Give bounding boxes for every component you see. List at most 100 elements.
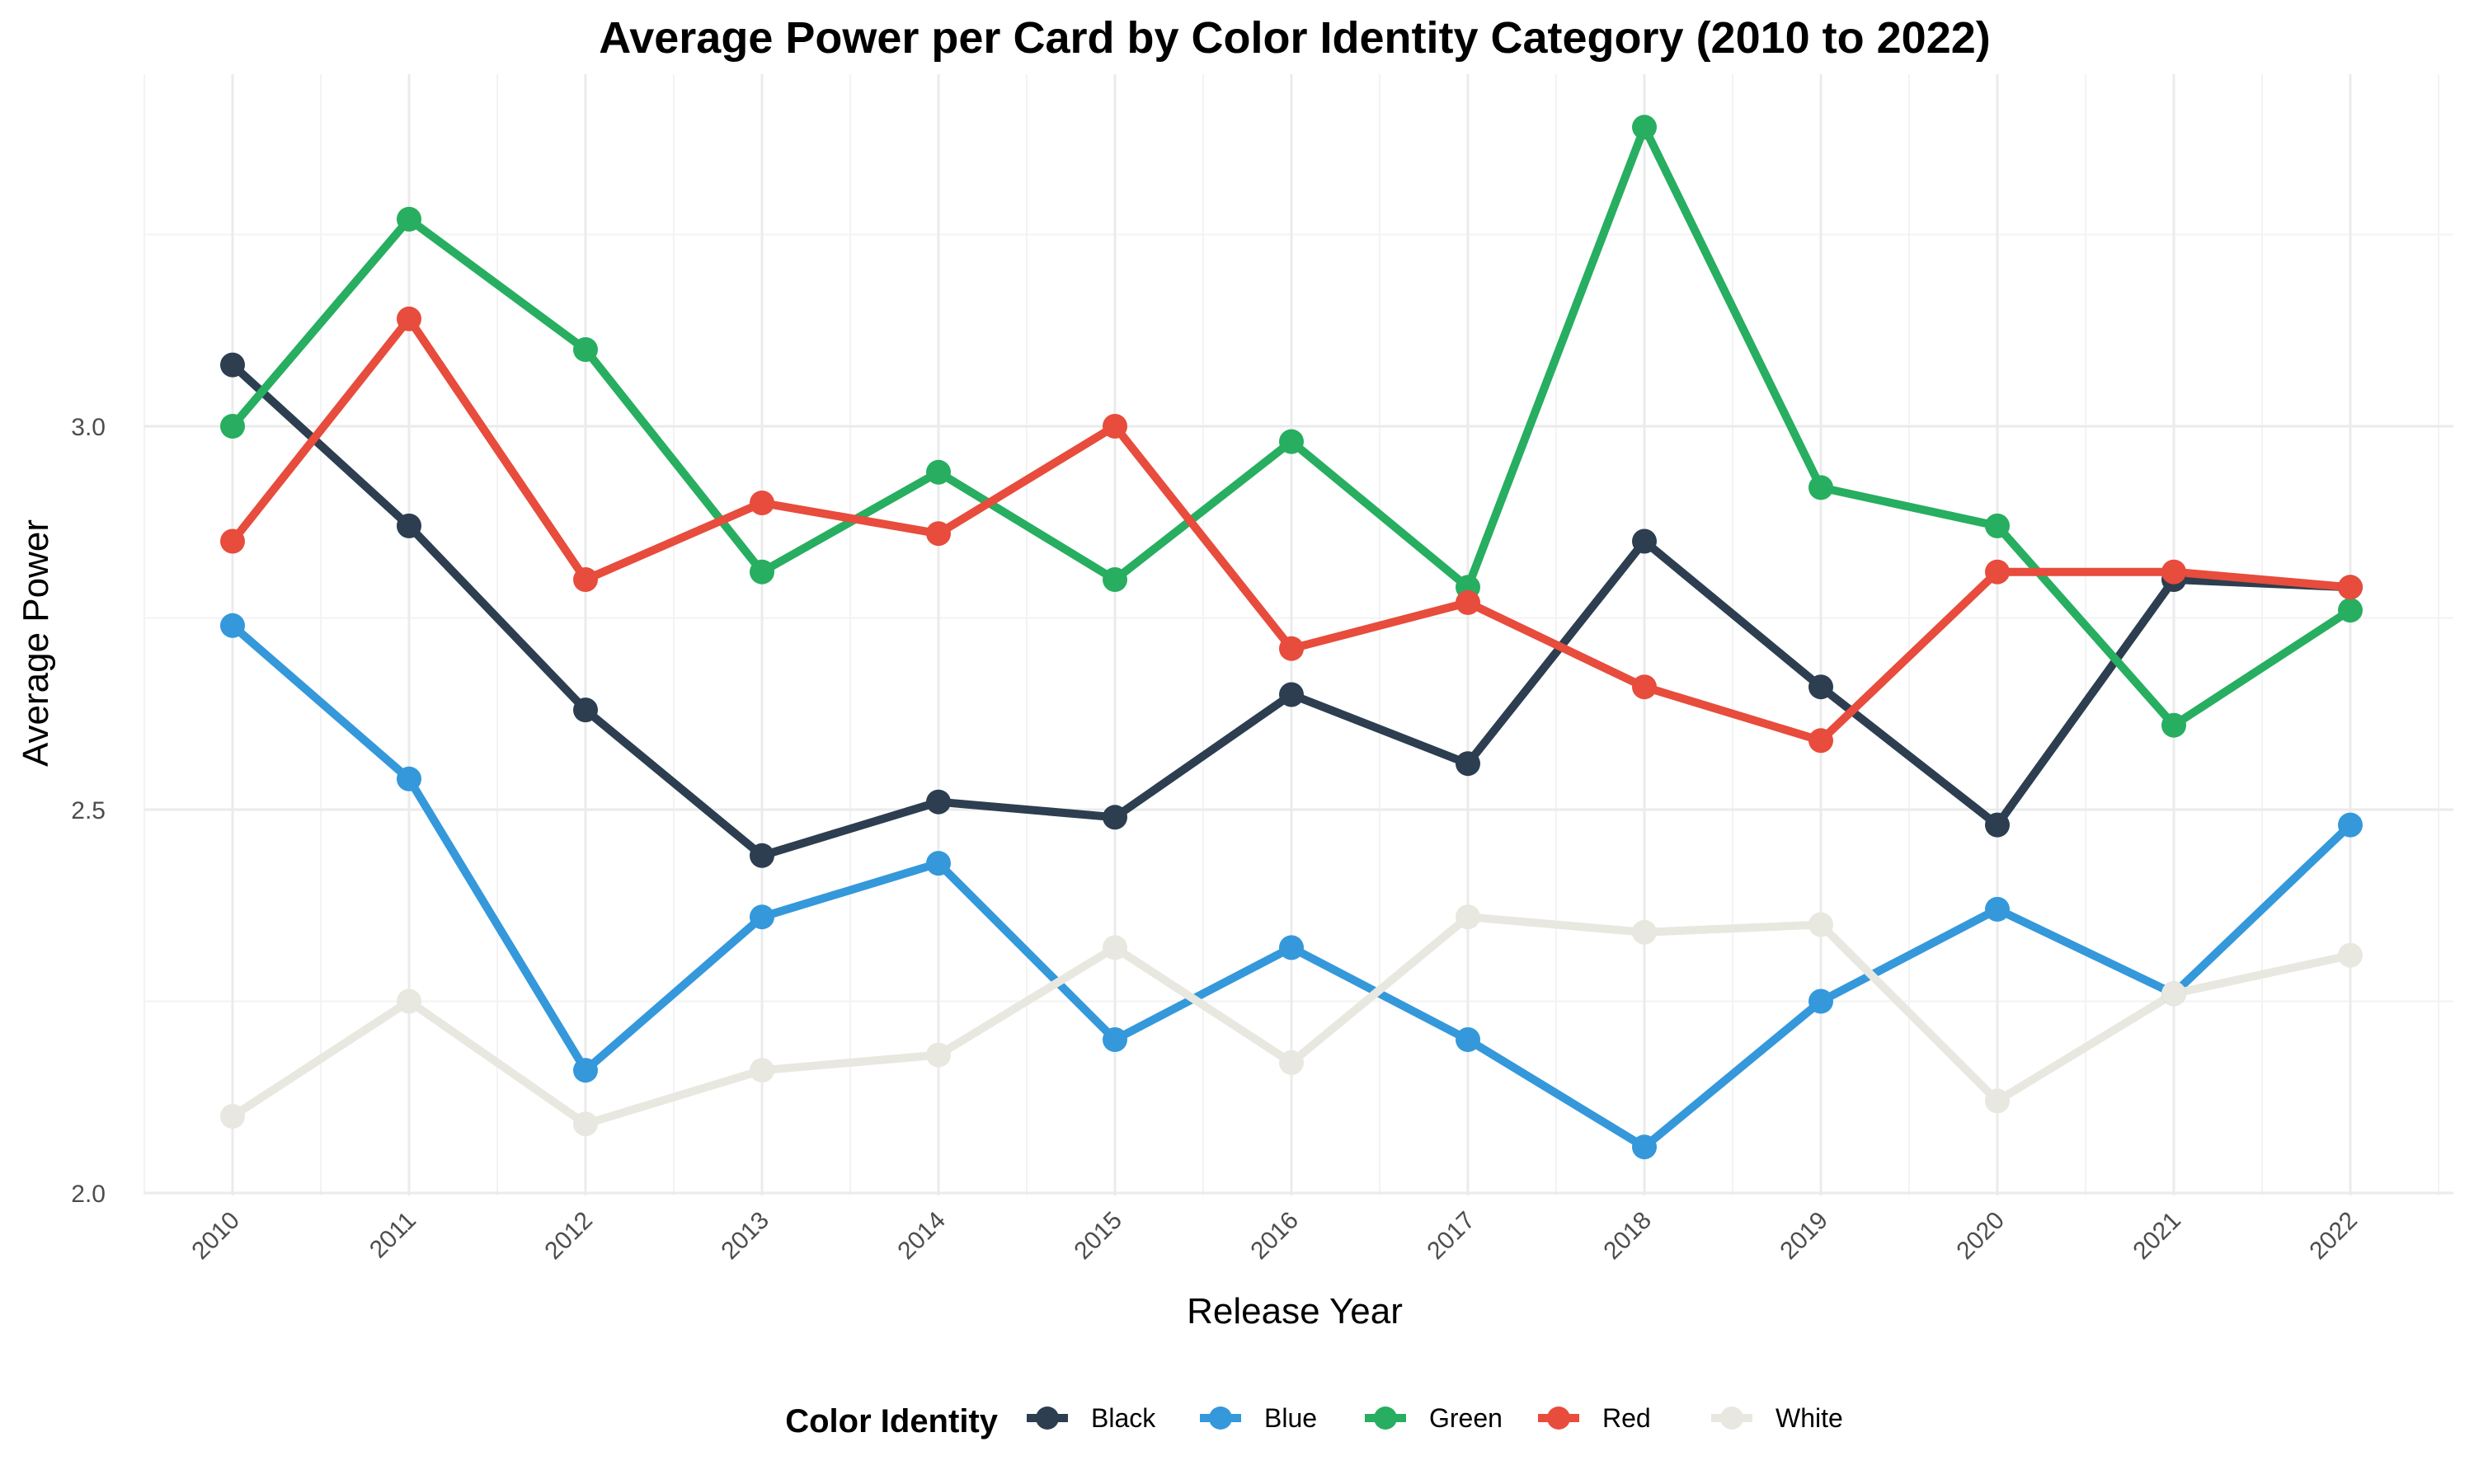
data-point-blue <box>1985 896 2010 922</box>
data-point-green <box>573 337 598 362</box>
data-point-white <box>1985 1088 2010 1114</box>
data-point-white <box>1632 919 1657 945</box>
data-point-green <box>1103 567 1127 592</box>
data-point-white <box>2161 981 2186 1007</box>
legend-title: Color Identity <box>785 1403 999 1439</box>
legend-key-marker-green <box>1374 1407 1397 1430</box>
data-point-white <box>750 1058 774 1083</box>
data-point-white <box>573 1111 598 1137</box>
data-point-black <box>750 843 774 868</box>
data-point-black <box>1456 751 1480 777</box>
data-point-black <box>1103 805 1127 830</box>
data-point-blue <box>1632 1134 1657 1160</box>
data-point-white <box>1279 1050 1304 1075</box>
data-point-green <box>750 559 774 585</box>
x-tick-labels: 2010 2011 2012 2013 2014 2015 2016 2017 2018 2019… <box>186 1207 2363 1266</box>
x-tick-label: 2014 <box>892 1207 951 1266</box>
data-point-black <box>573 697 598 723</box>
data-point-black <box>1632 528 1657 554</box>
legend: Color Identity Black Blue Green Red White <box>785 1403 1843 1439</box>
data-point-red <box>573 567 598 592</box>
data-point-red <box>1456 589 1480 615</box>
data-point-blue <box>750 904 774 930</box>
data-point-green <box>926 459 951 485</box>
grid-layer <box>143 74 2453 1195</box>
data-point-black <box>1279 682 1304 707</box>
legend-item-blue: Blue <box>1200 1403 1317 1433</box>
data-point-white <box>2338 942 2363 968</box>
data-point-green <box>1279 429 1304 454</box>
data-point-red <box>1103 414 1127 439</box>
data-point-blue <box>1279 935 1304 960</box>
data-point-green <box>1808 475 1833 500</box>
legend-label-red: Red <box>1602 1403 1651 1433</box>
data-point-black <box>1985 812 2010 838</box>
data-point-green <box>2338 598 2363 623</box>
legend-label-green: Green <box>1429 1403 1503 1433</box>
x-tick-label: 2015 <box>1069 1207 1127 1266</box>
data-point-green <box>2161 712 2186 738</box>
legend-items: Black Blue Green Red White <box>1027 1403 1843 1433</box>
x-tick-label: 2019 <box>1775 1207 1833 1266</box>
x-tick-label: 2011 <box>365 1207 421 1264</box>
data-point-red <box>1279 636 1304 661</box>
data-point-blue <box>2338 812 2363 838</box>
y-tick-label: 2.0 <box>71 1181 106 1208</box>
legend-label-black: Black <box>1091 1403 1156 1433</box>
data-point-white <box>926 1042 951 1068</box>
data-point-green <box>220 414 245 439</box>
data-point-red <box>1632 674 1657 700</box>
data-point-black <box>397 513 421 538</box>
y-tick-label: 2.5 <box>71 797 106 824</box>
legend-key-marker-red <box>1547 1407 1570 1430</box>
legend-item-black: Black <box>1027 1403 1156 1433</box>
legend-item-white: White <box>1711 1403 1843 1433</box>
data-point-blue <box>1808 989 1833 1014</box>
data-point-green <box>1985 513 2010 538</box>
x-tick-label: 2018 <box>1598 1207 1657 1266</box>
x-tick-label: 2012 <box>539 1207 598 1266</box>
legend-label-blue: Blue <box>1264 1403 1317 1433</box>
y-tick-label: 3.0 <box>71 414 106 441</box>
data-point-red <box>2161 559 2186 585</box>
x-tick-label: 2017 <box>1422 1207 1480 1266</box>
data-point-white <box>220 1104 245 1129</box>
data-point-white <box>397 989 421 1014</box>
y-tick-labels: 2.0 2.5 3.0 <box>71 414 106 1208</box>
data-point-blue <box>573 1058 598 1083</box>
data-point-red <box>397 306 421 331</box>
data-point-blue <box>220 613 245 638</box>
data-point-green <box>397 206 421 232</box>
data-point-red <box>220 528 245 554</box>
x-tick-label: 2022 <box>2304 1207 2363 1266</box>
data-point-black <box>926 789 951 815</box>
data-point-red <box>926 521 951 547</box>
data-point-blue <box>1456 1027 1480 1052</box>
data-point-white <box>1456 904 1480 930</box>
chart-title: Average Power per Card by Color Identity… <box>599 13 1991 63</box>
x-tick-label: 2016 <box>1245 1207 1304 1266</box>
data-point-black <box>1808 674 1833 700</box>
data-point-white <box>1808 912 1833 937</box>
data-point-white <box>1103 935 1127 960</box>
x-tick-label: 2020 <box>1951 1207 2010 1266</box>
data-point-blue <box>1103 1027 1127 1052</box>
series-points <box>220 115 2363 1160</box>
data-point-red <box>1808 728 1833 754</box>
data-point-red <box>2338 575 2363 600</box>
data-point-black <box>220 352 245 378</box>
legend-item-green: Green <box>1365 1403 1503 1433</box>
y-axis-title: Average Power <box>16 519 56 767</box>
legend-item-red: Red <box>1538 1403 1651 1433</box>
data-point-red <box>1985 559 2010 585</box>
data-point-red <box>750 491 774 515</box>
data-point-blue <box>926 851 951 876</box>
x-tick-label: 2021 <box>2128 1207 2186 1266</box>
legend-key-marker-blue <box>1209 1407 1232 1430</box>
legend-key-marker-black <box>1036 1407 1059 1430</box>
x-tick-label: 2013 <box>716 1207 774 1266</box>
x-tick-label: 2010 <box>186 1207 245 1266</box>
legend-label-white: White <box>1776 1403 1843 1433</box>
